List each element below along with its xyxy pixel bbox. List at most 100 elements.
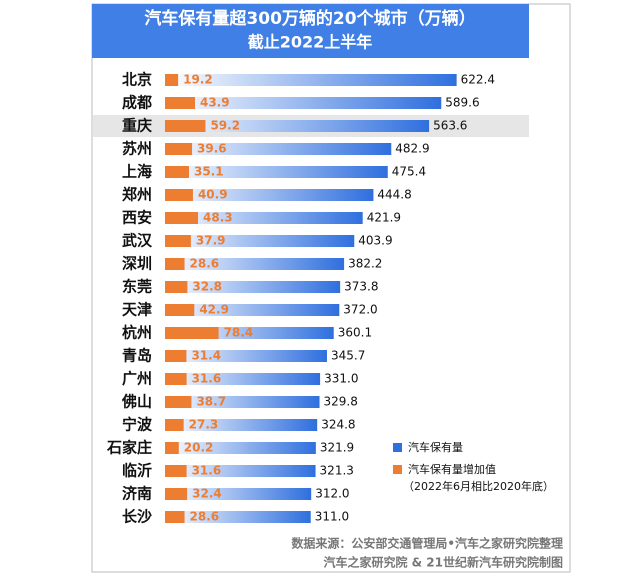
value-label: 331.0	[324, 372, 358, 386]
y-tick-label: 临沂	[122, 462, 152, 480]
bar-increase	[165, 304, 195, 316]
bar-total	[165, 396, 320, 408]
value-label: 311.0	[315, 510, 349, 524]
bar-total	[165, 258, 345, 270]
y-tick-label: 长沙	[122, 508, 152, 526]
y-tick-label: 石家庄	[106, 439, 152, 457]
bar-total	[165, 304, 340, 316]
legend-swatch	[393, 465, 402, 474]
bar-total	[165, 373, 321, 385]
y-tick-label: 青岛	[122, 347, 152, 365]
value-label: 28.6	[190, 510, 220, 524]
value-label: 27.3	[189, 418, 219, 432]
header	[92, 4, 529, 58]
value-label: 372.0	[343, 303, 377, 317]
value-label: 59.2	[210, 119, 240, 133]
bar-increase	[165, 373, 187, 385]
bar-increase	[165, 143, 193, 155]
value-label: 19.2	[183, 73, 213, 87]
y-tick-label: 杭州	[122, 324, 152, 342]
value-label: 373.8	[344, 280, 378, 294]
value-label: 403.9	[358, 234, 392, 248]
value-label: 444.8	[377, 188, 411, 202]
bar-increase	[165, 74, 179, 86]
bar-increase	[165, 97, 195, 109]
bar-increase	[165, 511, 185, 523]
value-label: 360.1	[338, 326, 372, 340]
bar-increase	[165, 212, 199, 224]
value-label: 421.9	[367, 211, 401, 225]
bar-total	[165, 350, 327, 362]
y-tick-label: 济南	[122, 485, 152, 503]
bar-increase	[165, 350, 187, 362]
bar-increase	[165, 327, 219, 339]
y-tick-label: 东莞	[122, 278, 152, 296]
legend-swatch	[393, 443, 402, 452]
value-label: 589.6	[445, 96, 479, 110]
value-label: 321.9	[320, 441, 354, 455]
bar-increase	[165, 442, 179, 454]
bar-total	[165, 281, 341, 293]
y-tick-label: 苏州	[122, 140, 152, 158]
value-label: 31.6	[192, 464, 222, 478]
legend-label: 汽车保有量	[408, 440, 463, 454]
value-label: 48.3	[203, 211, 233, 225]
value-label: 321.3	[320, 464, 354, 478]
value-label: 482.9	[395, 142, 429, 156]
bar-total	[165, 74, 457, 86]
y-tick-label: 武汉	[122, 232, 153, 250]
bar-increase	[165, 120, 206, 132]
value-label: 43.9	[200, 96, 230, 110]
value-label: 39.6	[197, 142, 227, 156]
source: 汽车之家研究院 & 21世纪新汽车研究院制图	[323, 555, 563, 570]
value-label: 28.6	[190, 257, 220, 271]
value-label: 345.7	[331, 349, 365, 363]
bar-increase	[165, 281, 188, 293]
bar-total	[165, 189, 374, 201]
value-label: 20.2	[184, 441, 214, 455]
chart-title: 汽车保有量超300万辆的20个城市（万辆）	[144, 8, 475, 29]
legend-note: （2022年6月相比2020年底）	[403, 479, 554, 493]
y-tick-label: 重庆	[122, 117, 152, 135]
bar-total	[165, 97, 442, 109]
bar-total	[165, 120, 430, 132]
value-label: 42.9	[199, 303, 229, 317]
chart-subtitle: 截止2022上半年	[248, 33, 373, 52]
value-label: 37.9	[196, 234, 226, 248]
bar-increase	[165, 189, 193, 201]
y-tick-label: 深圳	[122, 255, 152, 273]
value-label: 475.4	[392, 165, 426, 179]
value-label: 31.6	[192, 372, 222, 386]
y-tick-label: 广州	[122, 370, 152, 388]
value-label: 31.4	[191, 349, 221, 363]
value-label: 78.4	[224, 326, 254, 340]
value-label: 329.8	[324, 395, 358, 409]
bar-total	[165, 235, 355, 247]
y-tick-label: 成都	[122, 94, 152, 112]
value-label: 622.4	[461, 73, 495, 87]
value-label: 40.9	[198, 188, 228, 202]
bar-total	[165, 419, 318, 431]
value-label: 35.1	[194, 165, 224, 179]
value-label: 32.8	[192, 280, 222, 294]
y-tick-label: 西安	[122, 209, 152, 227]
value-label: 324.8	[321, 418, 355, 432]
bar-total	[165, 143, 392, 155]
bar-increase	[165, 488, 188, 500]
bar-increase	[165, 419, 184, 431]
bar-increase	[165, 235, 191, 247]
value-label: 38.7	[196, 395, 226, 409]
bar-increase	[165, 166, 189, 178]
source: 数据来源：公安部交通管理局•汽车之家研究院整理	[291, 536, 563, 551]
bar-total	[165, 212, 363, 224]
bar-total	[165, 166, 388, 178]
value-label: 382.2	[348, 257, 382, 271]
bar-total	[165, 488, 312, 500]
y-tick-label: 宁波	[122, 416, 153, 434]
y-tick-label: 北京	[122, 71, 152, 89]
value-label: 312.0	[315, 487, 349, 501]
y-tick-label: 郑州	[122, 186, 152, 204]
bar-total	[165, 465, 316, 477]
y-tick-label: 天津	[122, 301, 152, 319]
